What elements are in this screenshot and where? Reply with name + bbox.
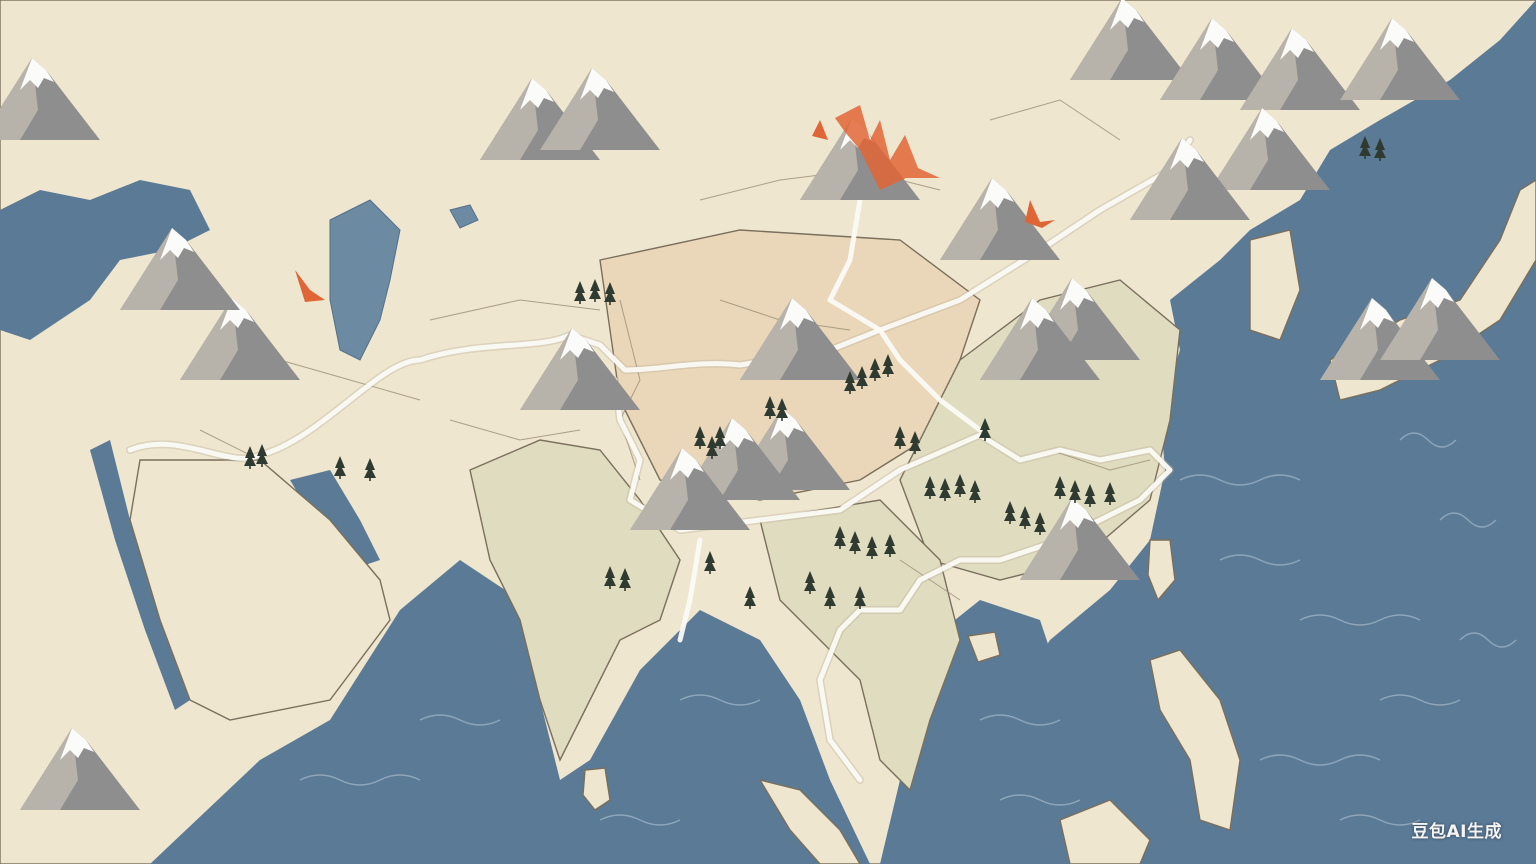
korean-peninsula [1249,229,1301,341]
persian-gulf [290,470,380,570]
mediterranean-sea [0,180,210,340]
northern-branch-route[interactable] [827,197,983,433]
indian-ocean [150,560,870,864]
red-sea [90,440,190,710]
hainan-island [967,631,1001,663]
philippines-islands [1149,649,1241,831]
caspian-sea [329,199,401,361]
arabian-peninsula [129,459,391,721]
taiwan-island [1147,539,1176,602]
sri-lanka-island [582,767,611,811]
main-trade-route[interactable] [127,137,1193,461]
india-branch-route[interactable] [677,537,703,643]
ocean-waves [299,432,1517,826]
borneo-island [1059,799,1151,864]
pacific-ocean [930,0,1536,864]
volcano-icon-group [295,105,1055,302]
watermark-text: 豆包AI生成 [1411,822,1502,842]
aral-sea [449,204,479,229]
india-landmass [469,439,681,762]
sumatra-island [758,778,861,864]
